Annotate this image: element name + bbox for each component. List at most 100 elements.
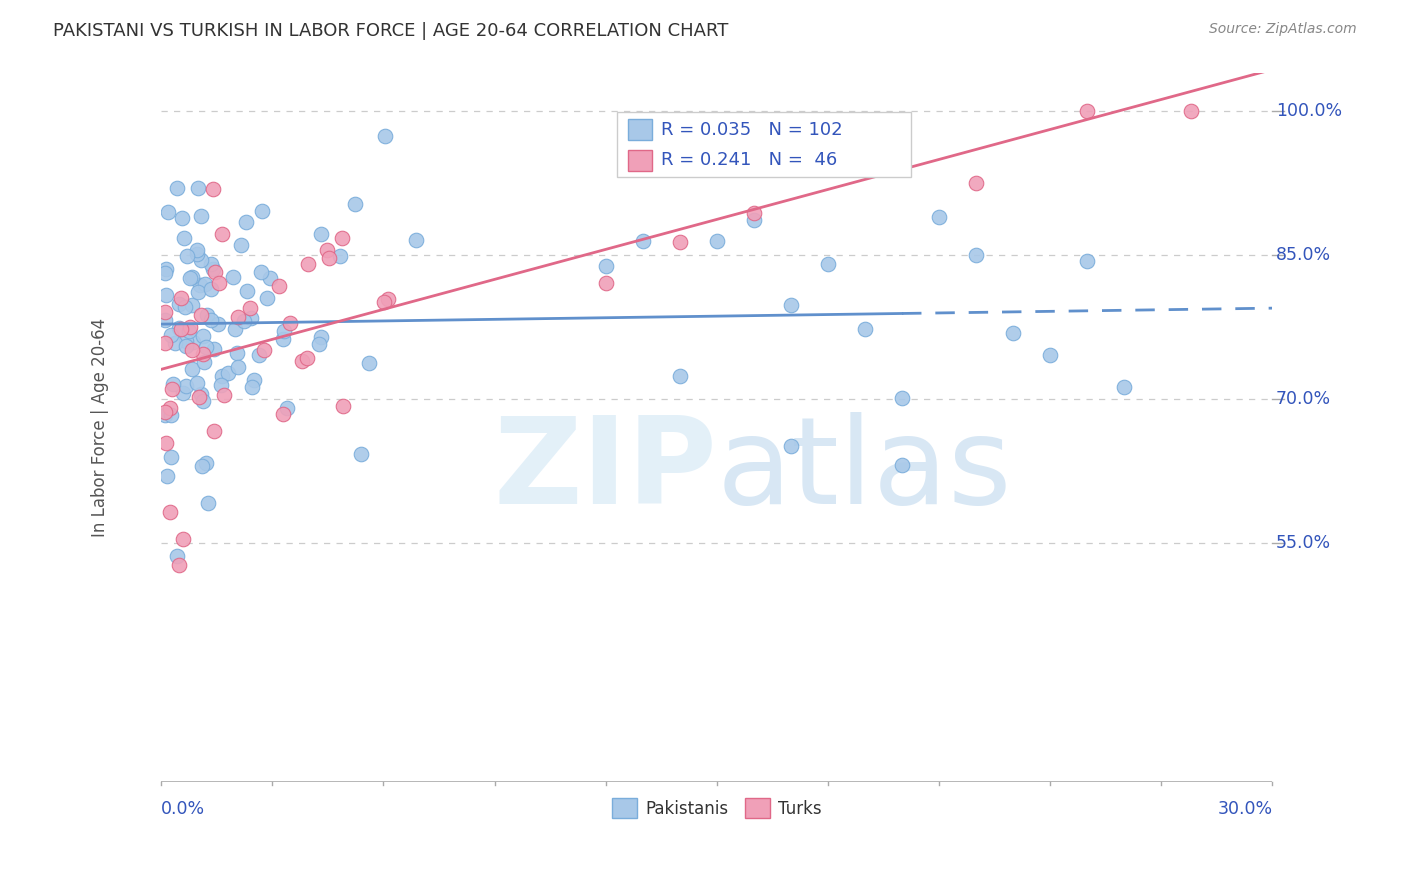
Point	[176, 249, 198, 263]
Point	[631, 234, 654, 248]
Point	[174, 301, 197, 315]
Point	[193, 277, 215, 291]
Point	[965, 176, 987, 190]
Point	[204, 265, 226, 279]
Point	[224, 321, 246, 335]
Point	[167, 296, 190, 310]
Point	[329, 249, 352, 263]
Text: 30.0%: 30.0%	[1218, 799, 1272, 818]
Point	[190, 386, 212, 401]
Point	[668, 369, 690, 384]
Point	[706, 235, 728, 249]
Point	[229, 238, 252, 252]
Point	[595, 276, 617, 290]
Point	[780, 439, 803, 453]
Point	[174, 379, 197, 393]
Point	[267, 279, 290, 293]
Point	[1180, 104, 1202, 119]
Text: atlas: atlas	[717, 412, 1012, 529]
Text: ZIP: ZIP	[494, 412, 717, 529]
Point	[250, 204, 273, 219]
Point	[891, 391, 914, 405]
Point	[188, 278, 211, 293]
Point	[159, 505, 181, 519]
Point	[193, 329, 215, 343]
Point	[668, 235, 690, 249]
Point	[232, 314, 254, 328]
Point	[172, 533, 194, 547]
Point	[374, 128, 396, 143]
Point	[207, 317, 229, 331]
Point	[153, 405, 176, 419]
Point	[309, 227, 332, 241]
Point	[211, 369, 233, 384]
Point	[311, 330, 333, 344]
Point	[181, 334, 204, 349]
Point	[595, 259, 617, 273]
Point	[163, 335, 186, 350]
Point	[194, 340, 217, 354]
Point	[217, 366, 239, 380]
Point	[200, 282, 222, 296]
Point	[891, 160, 914, 174]
Point	[253, 343, 276, 358]
Point	[226, 346, 249, 360]
Point	[181, 361, 204, 376]
Text: Source: ZipAtlas.com: Source: ZipAtlas.com	[1209, 22, 1357, 37]
FancyBboxPatch shape	[628, 120, 652, 140]
Point	[1076, 254, 1098, 268]
Point	[271, 332, 294, 346]
Point	[190, 308, 212, 322]
Point	[247, 348, 270, 362]
Point	[170, 291, 193, 305]
Point	[200, 257, 222, 271]
Point	[176, 334, 198, 348]
Point	[214, 388, 236, 402]
Point	[405, 233, 427, 247]
Point	[1039, 348, 1062, 362]
Point	[190, 209, 212, 223]
Point	[235, 215, 257, 229]
Point	[373, 294, 395, 309]
Point	[236, 284, 259, 298]
Text: In Labor Force | Age 20-64: In Labor Force | Age 20-64	[91, 318, 110, 537]
Point	[155, 288, 177, 302]
Point	[202, 424, 225, 438]
Text: PAKISTANI VS TURKISH IN LABOR FORCE | AGE 20-64 CORRELATION CHART: PAKISTANI VS TURKISH IN LABOR FORCE | AG…	[53, 22, 728, 40]
Point	[742, 206, 765, 220]
Point	[153, 266, 176, 280]
Point	[172, 211, 194, 226]
Point	[179, 324, 201, 338]
Point	[1114, 379, 1136, 393]
Point	[240, 310, 263, 325]
Point	[155, 261, 177, 276]
Point	[343, 196, 366, 211]
Point	[211, 227, 233, 242]
Point	[160, 382, 183, 396]
Point	[332, 231, 354, 245]
Point	[197, 308, 219, 322]
Point	[853, 322, 876, 336]
Point	[1002, 326, 1025, 341]
Point	[817, 257, 839, 271]
Point	[965, 248, 987, 262]
Point	[276, 401, 298, 416]
Point	[153, 409, 176, 423]
Point	[197, 496, 219, 510]
Point	[291, 354, 314, 368]
Point	[187, 181, 209, 195]
Text: R = 0.241   N =  46: R = 0.241 N = 46	[661, 152, 838, 169]
Point	[191, 394, 214, 409]
Point	[156, 205, 179, 219]
Point	[181, 343, 204, 358]
Point	[180, 298, 202, 312]
Point	[249, 265, 271, 279]
Point	[167, 320, 190, 334]
Point	[377, 292, 399, 306]
Point	[226, 310, 249, 325]
Point	[308, 337, 330, 351]
Point	[179, 270, 201, 285]
Point	[200, 313, 222, 327]
FancyBboxPatch shape	[628, 150, 652, 171]
Point	[193, 355, 215, 369]
